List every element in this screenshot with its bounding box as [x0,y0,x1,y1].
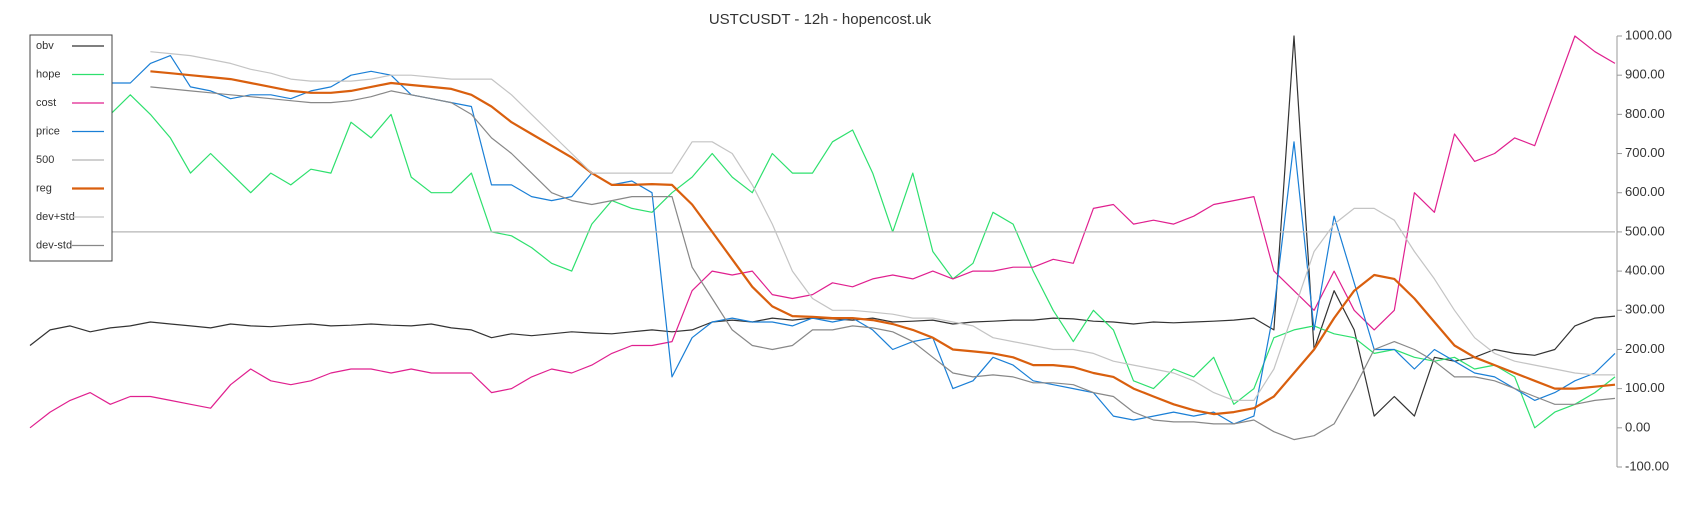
legend-label: cost [36,97,56,109]
y-tick-label: -100.00 [1625,458,1669,473]
series-line [150,51,1615,401]
y-tick-label: 400.00 [1625,263,1665,278]
y-tick-label: 700.00 [1625,145,1665,160]
y-tick-label: 200.00 [1625,341,1665,356]
legend-label: reg [36,182,52,194]
series-line [110,55,1616,425]
y-tick-label: 100.00 [1625,380,1665,395]
chart-title: USTCUSDT - 12h - hopencost.uk [709,11,932,28]
y-tick-label: 900.00 [1625,67,1665,82]
series-line [150,70,1616,416]
y-tick-label: 800.00 [1625,106,1665,121]
legend: obv hope cost price 500 reg dev+std dev-std [29,34,113,262]
y-tick-label: 500.00 [1625,223,1665,238]
plot-area: -100.00 0.00 100.00 200.00 300.00 400.00 500.0… [29,27,1672,473]
y-tick-label: 600.00 [1625,184,1665,199]
legend-box [29,34,113,262]
y-tick-label: 1000.00 [1625,27,1672,42]
series-line [150,86,1616,441]
y-tick-label: 0.00 [1625,419,1650,434]
legend-label: price [36,125,60,137]
series-line [109,94,1616,429]
legend-label: obv [36,40,54,52]
legend-label: hope [36,68,60,80]
legend-label: 500 [36,154,54,166]
y-tick-label: 300.00 [1625,302,1665,317]
series-line [29,35,1616,417]
series-line [29,35,1616,429]
legend-label: dev+std [36,211,75,223]
legend-label: dev-std [36,239,72,251]
